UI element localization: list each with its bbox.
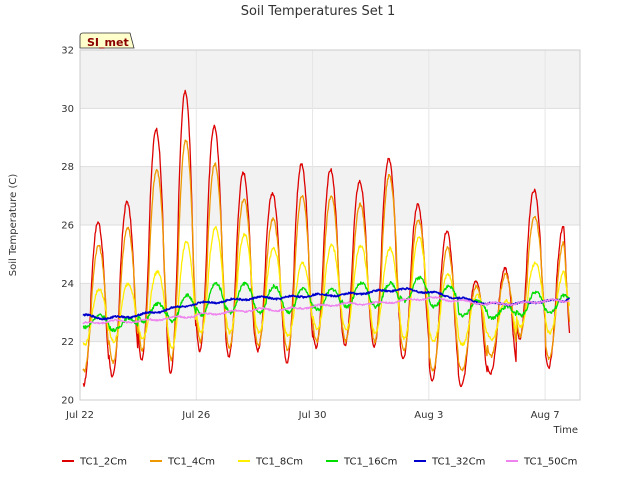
site-badge-label: SI_met bbox=[87, 36, 129, 49]
x-tick-label: Aug 7 bbox=[531, 410, 560, 421]
legend-label: TC1_50Cm bbox=[523, 457, 577, 468]
series-line-tc1-4cm bbox=[82, 139, 571, 373]
series-line-tc1-50cm bbox=[82, 296, 570, 325]
y-tick-label: 20 bbox=[61, 396, 74, 407]
plot-bands bbox=[80, 50, 580, 400]
series-lines bbox=[82, 89, 571, 388]
site-badge: SI_met bbox=[79, 32, 135, 49]
legend: TC1_2Cm TC1_4Cm TC1_8Cm TC1_16Cm TC1_32Cm TC1… bbox=[62, 457, 577, 468]
site-badge-box bbox=[79, 32, 135, 49]
x-tick-label: Jul 30 bbox=[298, 410, 327, 421]
x-tick-label: Aug 3 bbox=[414, 410, 443, 421]
plot-band bbox=[80, 108, 580, 167]
y-tick-label: 26 bbox=[61, 221, 74, 232]
legend-label: TC1_2Cm bbox=[79, 457, 127, 468]
y-tick-label: 28 bbox=[61, 162, 74, 173]
x-axis-label: Time bbox=[553, 425, 578, 436]
plot-band bbox=[80, 50, 580, 109]
y-axis-label: Soil Temperature (C) bbox=[8, 174, 19, 277]
x-tick-label: Jul 26 bbox=[181, 410, 210, 421]
series-line-tc1-8cm bbox=[82, 225, 571, 349]
y-tick-label: 22 bbox=[61, 337, 74, 348]
legend-label: TC1_4Cm bbox=[167, 457, 215, 468]
y-axis-ticks: 20 22 24 26 28 30 32 bbox=[61, 46, 74, 407]
plot-band bbox=[80, 166, 580, 225]
y-tick-label: 30 bbox=[61, 104, 74, 115]
legend-label: TC1_8Cm bbox=[255, 457, 303, 468]
legend-label: TC1_32Cm bbox=[431, 457, 485, 468]
x-axis-ticks: Jul 22 Jul 26 Jul 30 Aug 3 Aug 7 bbox=[65, 410, 560, 421]
x-tick-label: Jul 22 bbox=[65, 410, 94, 421]
legend-label: TC1_16Cm bbox=[343, 457, 397, 468]
y-tick-label: 32 bbox=[61, 46, 74, 57]
plot-band bbox=[80, 341, 580, 400]
y-tick-label: 24 bbox=[61, 279, 74, 290]
plot-frame bbox=[79, 49, 581, 401]
chart-title: Soil Temperatures Set 1 bbox=[241, 4, 396, 19]
